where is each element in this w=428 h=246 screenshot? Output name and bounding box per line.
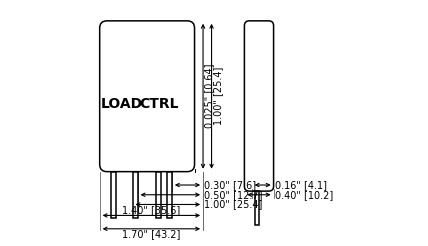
Text: 0.50" [12.7]: 0.50" [12.7] [204,190,263,200]
Text: 1.40" [35.6]: 1.40" [35.6] [122,205,181,215]
Text: CTRL: CTRL [140,96,179,110]
FancyBboxPatch shape [100,21,195,172]
Text: 0.40" [10.2]: 0.40" [10.2] [275,190,333,200]
Text: 0.16" [4.1]: 0.16" [4.1] [275,180,327,190]
Bar [133,172,138,218]
Text: 0.025" [0.64]: 0.025" [0.64] [205,64,214,128]
FancyBboxPatch shape [244,21,273,191]
Bar [166,172,172,218]
Text: 1.00" [25.4]: 1.00" [25.4] [204,200,263,210]
Bar [156,172,161,218]
Text: LOAD: LOAD [101,96,143,110]
Text: 1.00" [25.4]: 1.00" [25.4] [213,67,223,125]
Text: 0.30" [7.6]: 0.30" [7.6] [204,180,256,190]
Bar [255,191,259,225]
Bar [110,172,116,218]
Text: 1.70" [43.2]: 1.70" [43.2] [122,229,181,239]
